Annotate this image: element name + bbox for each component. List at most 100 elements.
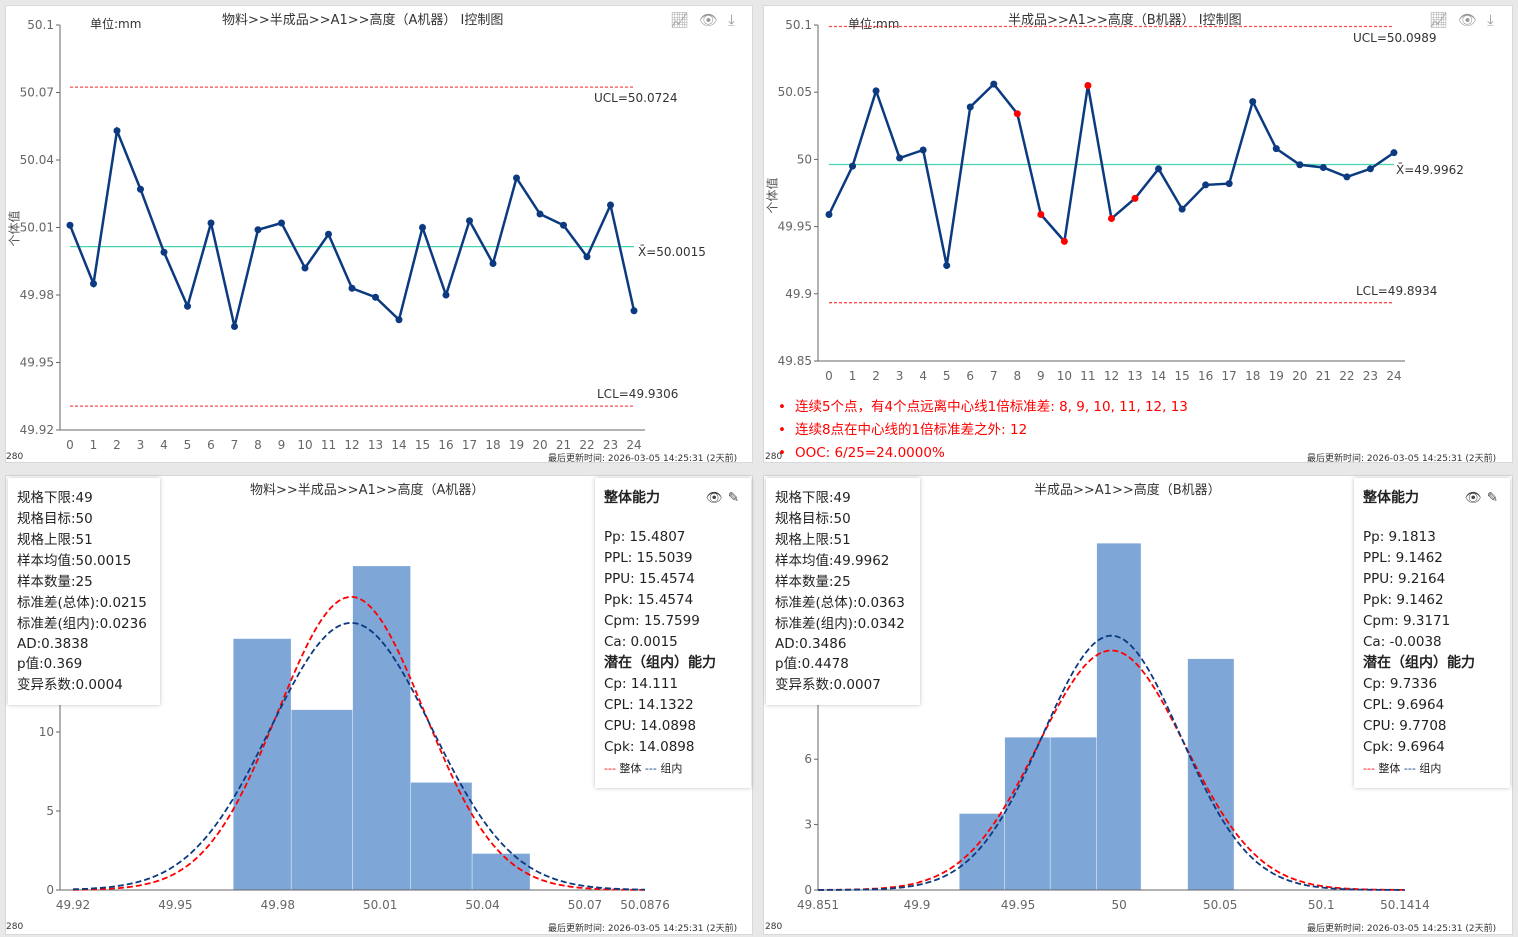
capability-item: CPU: 14.0898: [604, 718, 697, 734]
data-point: [1343, 173, 1351, 181]
data-point: [1178, 205, 1186, 213]
y-tick-label: 49.85: [778, 354, 812, 368]
x-tick-label: 20: [1292, 369, 1307, 383]
x-tick-label: 49.98: [261, 898, 295, 912]
download-icon[interactable]: ⤓: [1487, 11, 1494, 29]
histogram-bar: [352, 566, 411, 890]
x-tick-label: 50.1414: [1380, 898, 1430, 912]
capability-box: 整体能力 👁︎ ✎ Pp: 9.1813 PPL: 9.1462 PPU: 9.216…: [1354, 478, 1510, 788]
x-tick-label: 11: [1080, 369, 1095, 383]
data-point: [466, 217, 473, 225]
legend-overall: 整体: [619, 762, 642, 775]
x-tick-label: 12: [1104, 369, 1119, 383]
x-tick-label: 23: [603, 438, 618, 452]
legend-within: 组内: [660, 762, 683, 775]
x-tick-label: 20: [532, 438, 547, 452]
data-point: [395, 316, 403, 324]
rule-item: 连续5个点，有4个点远离中心线1倍标准差: 8, 9, 10, 11, 12, …: [778, 396, 1188, 419]
capability-box: 整体能力 👁︎ ✎ Pp: 15.4807 PPL: 15.5039 PPU: 15.…: [595, 478, 751, 788]
download-icon[interactable]: ⤓: [728, 11, 735, 29]
y-tick-label: 50.1: [27, 18, 54, 32]
x-tick-label: 23: [1363, 369, 1378, 383]
rule-item: 连续8点在中心线的1倍标准差之外: 12: [778, 419, 1188, 442]
capability-item: PPU: 9.2164: [1363, 571, 1446, 587]
line-chart-icon[interactable]: 📈︎: [1429, 11, 1449, 29]
x-tick-label: 9: [1037, 369, 1045, 383]
data-point: [1296, 161, 1304, 169]
capability-item: Ca: 0.0015: [604, 634, 678, 650]
x-tick-label: 0: [66, 438, 74, 452]
data-point: [113, 127, 121, 135]
stat-item: 标准差(总体):0.0363: [775, 595, 905, 611]
data-point: [849, 162, 857, 170]
data-point: [872, 87, 880, 95]
edit-icon[interactable]: ✎: [1486, 490, 1498, 506]
unit-label: 单位:mm: [848, 17, 900, 31]
record-count: 280: [765, 452, 783, 462]
stat-item: 规格下限:49: [17, 490, 93, 506]
ooc-point: [1013, 110, 1021, 118]
stat-item: AD:0.3838: [17, 636, 89, 652]
data-point: [1202, 181, 1210, 189]
eye-icon[interactable]: 👁︎: [705, 490, 723, 506]
line-chart-icon[interactable]: 📈︎: [670, 11, 690, 29]
capability-item: PPU: 15.4574: [604, 571, 695, 587]
histogram-bar: [291, 709, 353, 890]
stat-item: 标准差(组内):0.0342: [775, 616, 905, 632]
capability-item: Cpm: 9.3171: [1363, 613, 1451, 629]
data-point: [560, 221, 567, 229]
data-point: [66, 221, 74, 229]
within-capability-heading: 潜在（组内）能力: [604, 655, 716, 671]
data-point: [348, 284, 356, 292]
x-tick-label: 6: [966, 369, 974, 383]
capability-item: Ppk: 15.4574: [604, 592, 694, 608]
capability-item: CPL: 14.1322: [604, 697, 694, 713]
data-point: [207, 219, 215, 227]
x-tick-label: 0: [825, 369, 833, 383]
last-updated: 最后更新时间: 2026-03-05 14:25:31 (2天前): [548, 454, 738, 464]
stat-item: 样本均值:49.9962: [775, 553, 890, 569]
x-tick-label: 2: [113, 438, 121, 452]
capability-item: Cpk: 14.0898: [604, 739, 695, 755]
ooc-summary: OOC: 6/25=24.0000%: [778, 442, 1188, 465]
data-point: [442, 291, 450, 299]
x-tick-label: 19: [509, 438, 524, 452]
unit-label: 单位:mm: [90, 17, 142, 31]
x-tick-label: 50.04: [465, 898, 499, 912]
stat-item: AD:0.3486: [775, 636, 847, 652]
chart-title: 半成品>>A1>>高度（B机器）: [1034, 483, 1221, 498]
edit-icon[interactable]: ✎: [727, 490, 739, 506]
overall-capability-heading: 整体能力: [1363, 490, 1419, 506]
data-point: [137, 185, 144, 193]
eye-icon[interactable]: 👁︎: [699, 11, 719, 29]
eye-icon[interactable]: 👁︎: [1458, 11, 1478, 29]
y-tick-label: 50.04: [20, 153, 54, 167]
capability-item: Ppk: 9.1462: [1363, 592, 1444, 608]
mean-label: X̄=49.9962: [1396, 163, 1464, 177]
data-point: [966, 103, 974, 111]
x-tick-label: 14: [391, 438, 406, 452]
data-point: [943, 262, 951, 270]
x-tick-label: 4: [160, 438, 168, 452]
y-tick-label: 50.01: [20, 221, 54, 235]
x-tick-label: 19: [1269, 369, 1284, 383]
histogram-bar: [1004, 737, 1050, 890]
capability-item: Pp: 15.4807: [604, 529, 686, 545]
x-tick-label: 12: [344, 438, 359, 452]
x-tick-label: 11: [321, 438, 336, 452]
stat-item: p值:0.369: [17, 656, 83, 672]
x-tick-label: 8: [254, 438, 262, 452]
x-tick-label: 49.95: [158, 898, 192, 912]
y-tick-label: 49.9: [785, 287, 812, 301]
y-tick-label: 0: [46, 883, 54, 897]
y-tick-label: 50: [797, 152, 812, 166]
x-tick-label: 2: [872, 369, 880, 383]
x-tick-label: 22: [579, 438, 594, 452]
capability-item: CPL: 9.6964: [1363, 697, 1445, 713]
eye-icon[interactable]: 👁︎: [1464, 490, 1482, 506]
capability-item: PPL: 15.5039: [604, 550, 693, 566]
chart-title: 半成品>>A1>>高度（B机器） I控制图: [1008, 13, 1242, 28]
stat-item: 标准差(组内):0.0236: [17, 616, 147, 632]
data-point: [90, 280, 97, 288]
x-tick-label: 6: [207, 438, 215, 452]
